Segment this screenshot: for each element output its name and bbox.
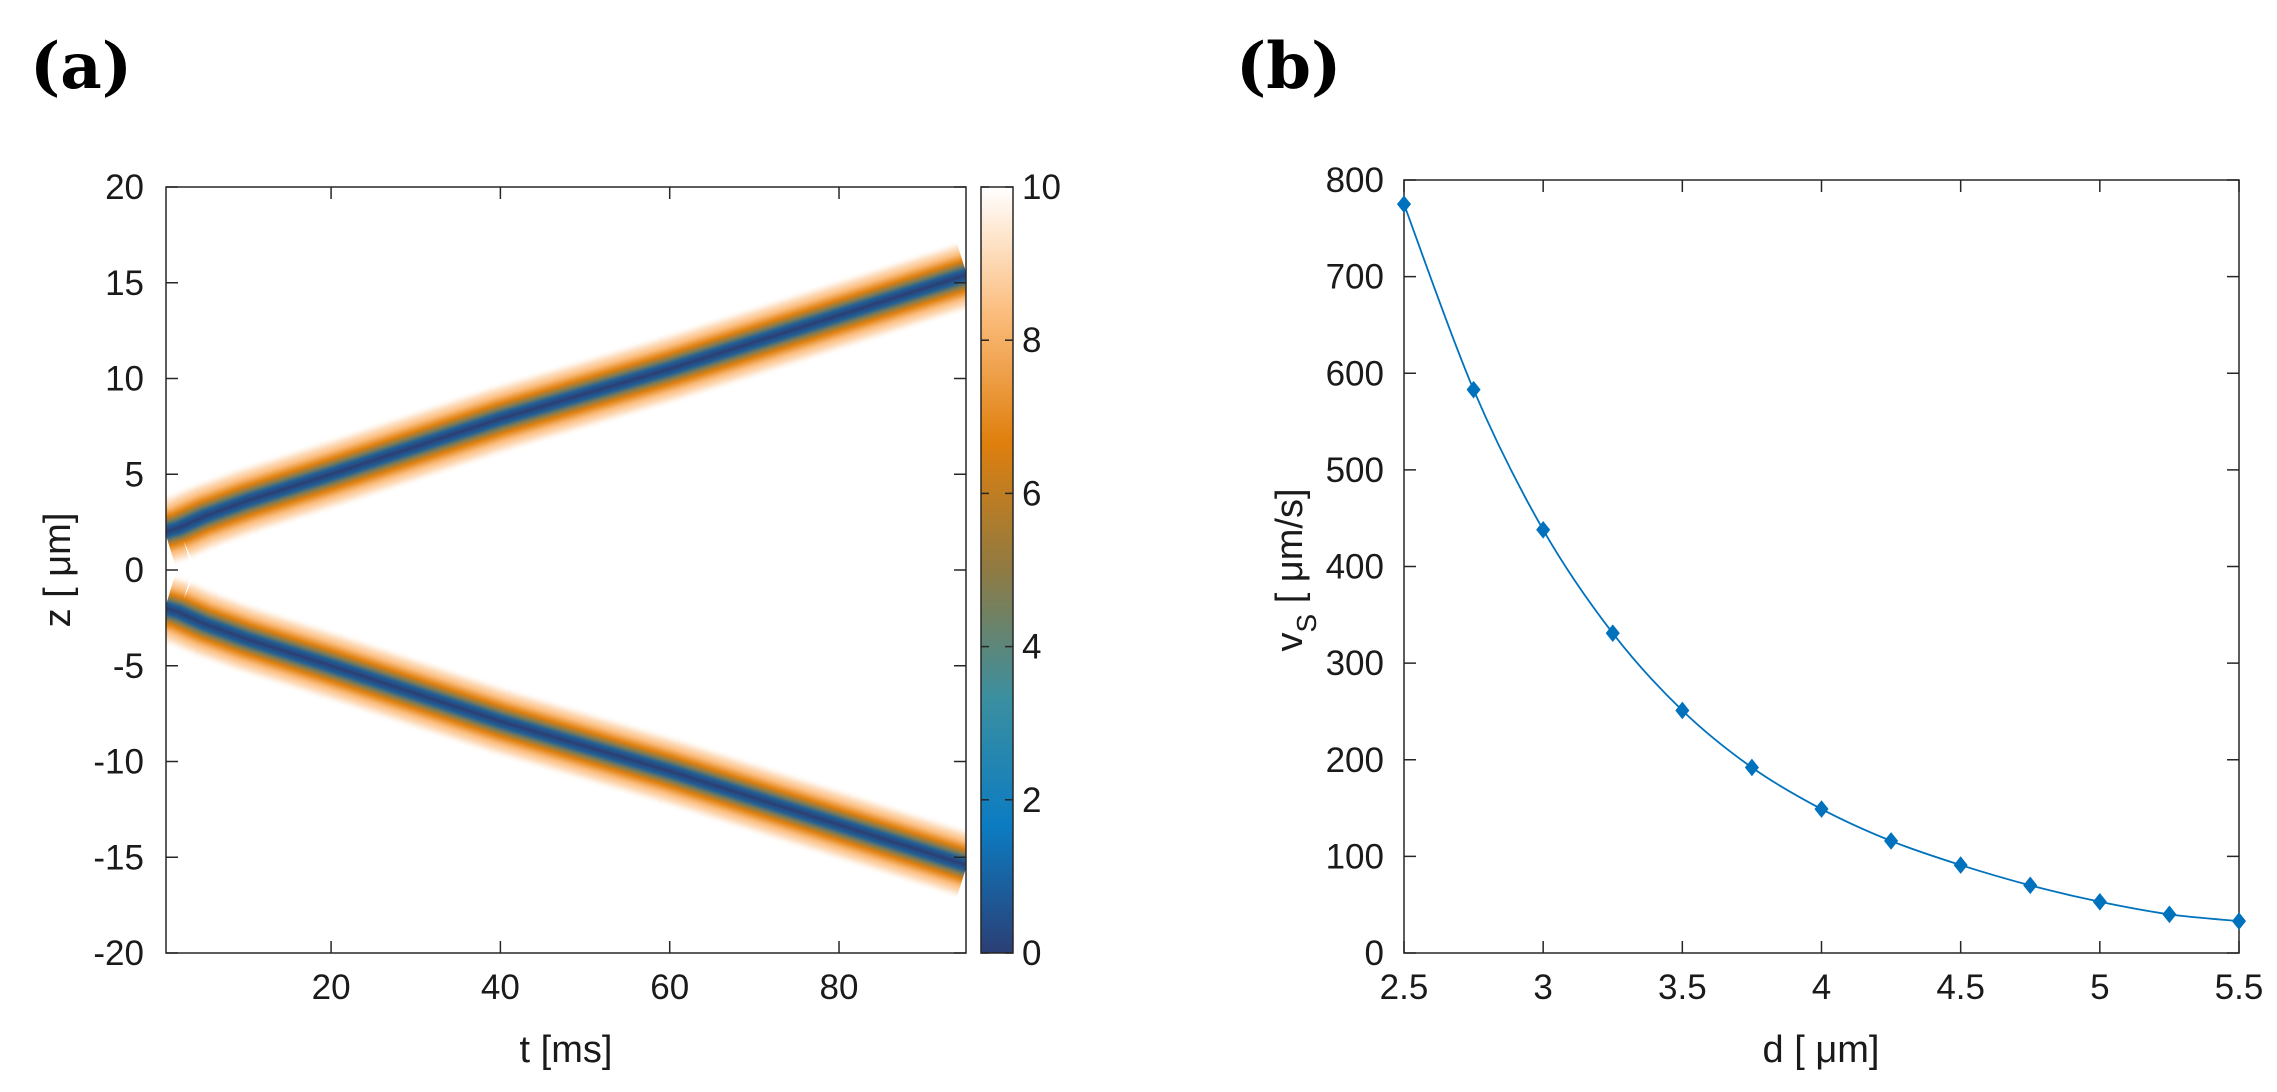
heatmap-track-lower: [827, 789, 966, 900]
data-point-marker: [2231, 912, 2247, 930]
data-point-marker: [1744, 758, 1759, 777]
data-point-marker: [1814, 800, 1829, 818]
x-tick-label: 2.5: [1380, 968, 1429, 1007]
y-tick-label: 0: [125, 551, 144, 590]
data-point-marker: [1536, 520, 1551, 539]
colorbar: 0 2 4 6 8 10: [980, 168, 1061, 973]
data-point-marker: [1953, 856, 1968, 874]
line-chart-x-axis-label: d [ μm]: [1763, 1029, 1880, 1071]
panel-label-b: (b): [1236, 29, 1341, 104]
x-tick-label: 20: [312, 968, 351, 1007]
heatmap-track-lower: [489, 686, 681, 807]
y-tick-label: 20: [105, 168, 144, 207]
y-tick-label: -5: [113, 647, 144, 686]
heatmap-panel: 20 40 60 80 -20 -15 -10 -5 0 5 10 15 20 t [ms] z [ μ…: [37, 168, 967, 1071]
y-tick-label: 100: [1326, 837, 1384, 876]
line-chart-ticks: 2.5 3 3.5 4 4.5 5 5.5 0 100 200 300 400 500 600 700 800: [1326, 161, 2264, 1007]
y-label-main: v: [1269, 633, 1311, 652]
heatmap-y-axis-label: z [ μm]: [37, 513, 79, 628]
x-tick-label: 5: [2090, 968, 2109, 1007]
colorbar-tick-label: 10: [1022, 168, 1061, 207]
y-tick-label: 10: [105, 360, 144, 399]
line-chart-axes-box: [1403, 179, 2240, 954]
y-label-units: [ μm/s]: [1269, 488, 1311, 613]
heatmap-track-upper: [234, 439, 344, 537]
y-tick-label: 200: [1326, 741, 1384, 780]
colorbar-gradient-bar: [981, 187, 1013, 953]
x-tick-label: 5.5: [2215, 968, 2264, 1007]
heatmap-ticks: 20 40 60 80 -20 -15 -10 -5 0 5 10 15 20: [93, 168, 966, 1007]
line-chart-panel: 2.5 3 3.5 4 4.5 5 5.5 0 100 200 300 400 500 600 700 800…: [1269, 161, 2263, 1071]
y-tick-label: 15: [105, 264, 144, 303]
y-tick-label: 800: [1326, 161, 1384, 200]
x-tick-label: 60: [650, 968, 689, 1007]
heatmap-track-lower: [657, 736, 851, 860]
y-label-subscript: S: [1291, 614, 1322, 633]
y-tick-label: 600: [1326, 354, 1384, 393]
y-tick-label: 300: [1326, 644, 1384, 683]
data-point-marker: [1466, 380, 1481, 399]
colorbar-tick-label: 0: [1022, 934, 1041, 973]
data-point-marker: [2023, 876, 2038, 895]
heatmap-track-lower: [318, 630, 513, 757]
y-tick-label: -15: [93, 838, 144, 877]
data-point-marker: [1675, 701, 1690, 720]
x-tick-label: 3: [1533, 968, 1552, 1007]
heatmap-track-lower: [234, 603, 344, 701]
heatmap-track-upper: [318, 383, 513, 510]
data-point-marker: [2162, 905, 2177, 924]
panel-label-a: (a): [30, 29, 132, 104]
x-tick-label: 4: [1812, 968, 1831, 1007]
x-tick-label: 4.5: [1936, 968, 1985, 1007]
heatmap-track-upper: [827, 240, 966, 351]
heatmap-tracks: [166, 240, 966, 900]
data-point-marker: [2092, 892, 2107, 911]
line-chart-y-axis-label: vS [ μm/s]: [1269, 488, 1322, 651]
colorbar-ticks: 0 2 4 6 8 10: [981, 168, 1061, 973]
colorbar-box: [980, 186, 1014, 954]
series-line-vs: [1403, 203, 2240, 923]
colorbar-tick-label: 2: [1022, 781, 1041, 820]
heatmap-track-lower: [166, 578, 221, 658]
heatmap-track-lower: [166, 573, 191, 648]
heatmap-track-upper: [489, 333, 681, 454]
heatmap-track-upper: [166, 482, 221, 562]
colorbar-tick-label: 4: [1022, 628, 1041, 667]
y-tick-label: 500: [1326, 451, 1384, 490]
y-tick-label: 5: [125, 455, 144, 494]
x-tick-label: 80: [820, 968, 859, 1007]
x-tick-label: 3.5: [1658, 968, 1707, 1007]
y-tick-label: 400: [1326, 548, 1384, 587]
colorbar-tick-label: 6: [1022, 474, 1041, 513]
heatmap-track-upper: [657, 280, 851, 404]
data-point-marker: [1884, 832, 1899, 850]
x-tick-label: 40: [481, 968, 520, 1007]
heatmap-track-upper: [166, 492, 191, 567]
y-tick-label: 700: [1326, 258, 1384, 297]
y-tick-label: 0: [1365, 934, 1384, 973]
series-markers-vs: [1396, 195, 2247, 930]
data-point-marker: [1605, 624, 1620, 642]
colorbar-tick-label: 8: [1022, 321, 1041, 360]
heatmap-x-axis-label: t [ms]: [520, 1029, 613, 1071]
data-point-marker: [1396, 195, 1412, 213]
y-tick-label: -10: [93, 743, 144, 782]
y-tick-label: -20: [93, 934, 144, 973]
